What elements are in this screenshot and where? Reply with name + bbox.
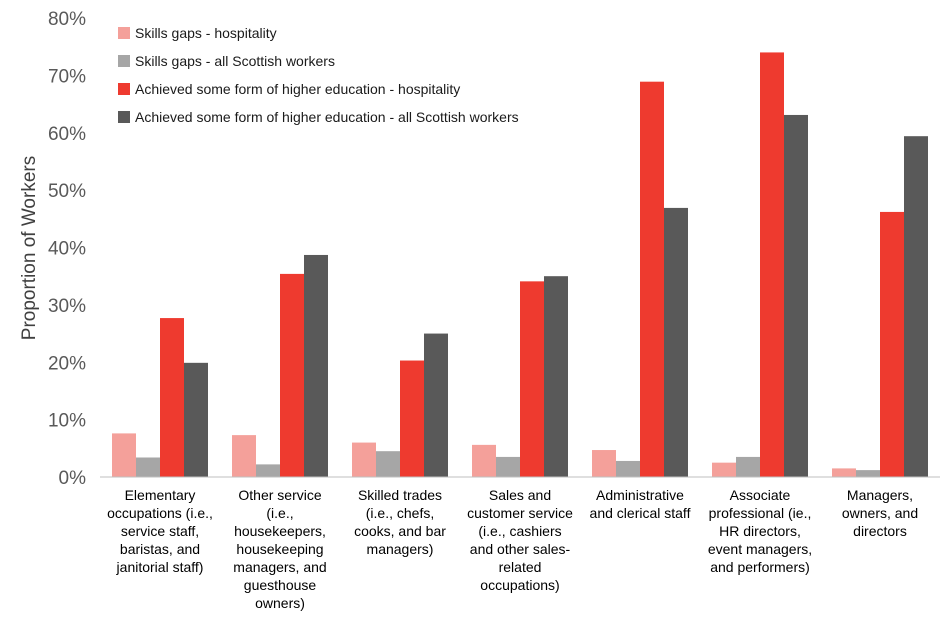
bar xyxy=(112,433,136,477)
bar xyxy=(520,281,544,477)
legend-label: Skills gaps - all Scottish workers xyxy=(135,53,335,69)
legend-swatch xyxy=(118,27,130,39)
y-tick-label: 20% xyxy=(48,353,86,374)
y-tick-label: 30% xyxy=(48,296,86,317)
category-labels: Elementary occupations (i.e., service staf… xyxy=(107,487,918,611)
y-tick-label: 40% xyxy=(48,239,86,260)
legend-swatch xyxy=(118,111,130,123)
x-category-label: Managers, owners, and directors xyxy=(842,487,918,539)
bar xyxy=(736,456,760,477)
y-tick-label: 60% xyxy=(48,124,86,145)
bar xyxy=(856,470,880,477)
bar xyxy=(544,276,568,477)
x-category-label: Administrative and clerical staff xyxy=(590,487,691,521)
x-category-label: Elementary occupations (i.e., service staf… xyxy=(107,487,213,575)
bar xyxy=(472,444,496,477)
bar xyxy=(760,52,784,478)
y-tick-label: 0% xyxy=(59,468,87,489)
bar xyxy=(664,207,688,477)
y-axis-label: Proportion of Workers xyxy=(19,156,40,340)
y-tick-label: 10% xyxy=(48,411,86,432)
x-category-label: Skilled trades (i.e., chefs, cooks, and ba… xyxy=(354,487,446,557)
bar xyxy=(592,450,616,477)
bar xyxy=(784,114,808,478)
bar xyxy=(712,462,736,477)
y-axis-ticks: 0% 10% 20% 30% 40% 50% 60% 70% 80% xyxy=(48,9,86,489)
bar xyxy=(256,464,280,477)
bar xyxy=(232,435,256,477)
y-tick-label: 80% xyxy=(48,9,86,30)
bar xyxy=(160,318,184,477)
bars xyxy=(112,52,928,478)
bar xyxy=(304,254,328,477)
bar xyxy=(376,451,400,477)
x-category-label: Other service (i.e., housekeepers, housekee… xyxy=(233,487,326,611)
bar xyxy=(496,456,520,477)
legend-label: Achieved some form of higher education -… xyxy=(135,81,460,97)
y-tick-label: 50% xyxy=(48,181,86,202)
y-tick-label: 70% xyxy=(48,66,86,87)
bar xyxy=(880,211,904,478)
bar xyxy=(184,362,208,477)
legend-swatch xyxy=(118,83,130,95)
bar xyxy=(424,333,448,477)
bar xyxy=(640,81,664,477)
legend-label: Achieved some form of higher education -… xyxy=(135,109,519,125)
bar xyxy=(904,136,928,477)
legend-label: Skills gaps - hospitality xyxy=(135,25,277,41)
bar xyxy=(352,442,376,477)
bar xyxy=(280,273,304,477)
x-category-label: Associate professional (ie., HR directors,… xyxy=(708,487,812,575)
bar xyxy=(832,468,856,477)
legend-swatch xyxy=(118,55,130,67)
x-category-label: Sales and customer service (i.e., cashiers… xyxy=(467,487,573,593)
bar xyxy=(616,460,640,477)
legend: Skills gaps - hospitality Skills gaps - a… xyxy=(118,25,519,125)
bar xyxy=(136,457,160,477)
bar xyxy=(400,360,424,477)
